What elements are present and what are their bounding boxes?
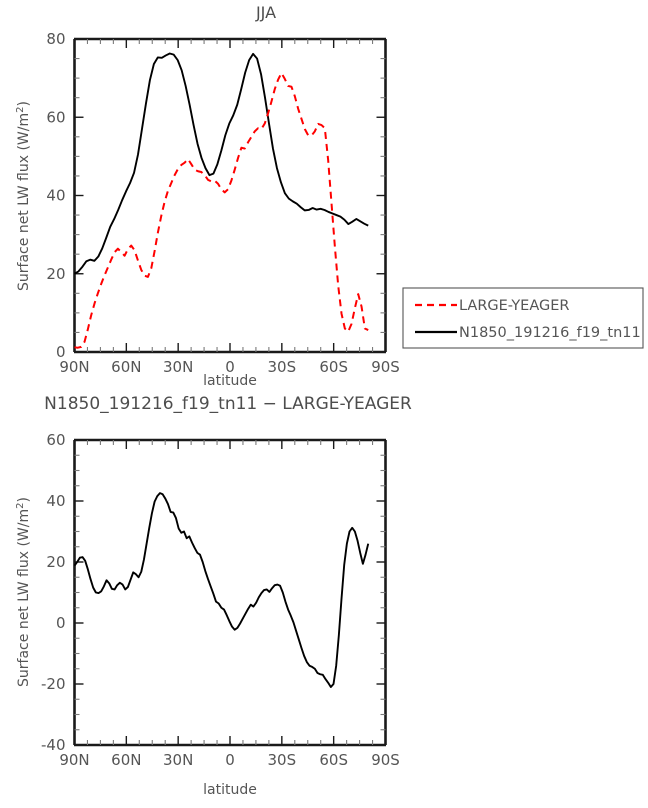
svg-text:20: 20 [46,265,65,283]
svg-text:30N: 30N [163,358,193,376]
svg-text:60: 60 [46,108,65,126]
svg-text:90N: 90N [59,751,89,769]
svg-text:0: 0 [56,343,66,361]
svg-text:80: 80 [46,30,65,48]
svg-text:40: 40 [46,187,65,205]
series-n1850-191216-f19-tn11 [74,52,369,275]
legend-frame [402,287,644,349]
svg-text:30N: 30N [163,751,193,769]
top-panel-tick-labels: 90N 60N 30N 0 30S 60S 90S 0 20 40 60 80 [46,30,399,376]
svg-text:60N: 60N [111,751,141,769]
svg-text:30S: 30S [268,751,297,769]
svg-text:0: 0 [225,751,235,769]
bottom-panel: N1850_191216_f19_tn11 − LARGE-YEAGER 90N… [15,394,413,798]
svg-text:-40: -40 [41,736,66,754]
legend-label-model: N1850_191216_f19_tn11 [459,325,641,341]
top-panel-ylabel: Surface net LW flux (W/m2) [15,101,33,291]
svg-text:0: 0 [225,358,235,376]
bottom-panel-ticks [73,439,387,746]
svg-text:60S: 60S [319,358,348,376]
svg-text:60: 60 [46,431,65,449]
legend-label-large-yeager: LARGE-YEAGER [459,298,569,314]
svg-text:20: 20 [46,553,65,571]
top-panel-title: JJA [255,3,276,22]
bottom-panel-title: N1850_191216_f19_tn11 − LARGE-YEAGER [44,394,412,414]
svg-text:0: 0 [56,614,66,632]
bottom-panel-tick-labels: 90N 60N 30N 0 30S 60S 90S -40 -20 0 20 40 60 [41,431,400,769]
svg-text:30S: 30S [268,358,297,376]
series-large-yeager [74,72,369,349]
svg-text:90S: 90S [371,358,400,376]
series-n1850-191216-f19-tn11-large-yeager [73,492,370,688]
legend: LARGE-YEAGER N1850_191216_f19_tn11 [402,287,644,349]
svg-text:-20: -20 [41,675,66,693]
svg-text:40: 40 [46,492,65,510]
top-panel-xlabel: latitude [203,373,257,389]
svg-text:60N: 60N [111,358,141,376]
svg-text:90N: 90N [59,358,89,376]
svg-text:90S: 90S [371,751,400,769]
bottom-panel-ylabel: Surface net LW flux (W/m2) [15,497,33,687]
bottom-panel-series [73,492,370,688]
top-panel: JJA 90N 60N 30N 0 30S 60S 90S 0 20 40 60 80 Surface… [15,3,400,389]
top-panel-series [74,52,369,349]
svg-text:60S: 60S [319,751,348,769]
top-panel-ticks [73,38,387,353]
bottom-panel-xlabel: latitude [203,782,257,798]
